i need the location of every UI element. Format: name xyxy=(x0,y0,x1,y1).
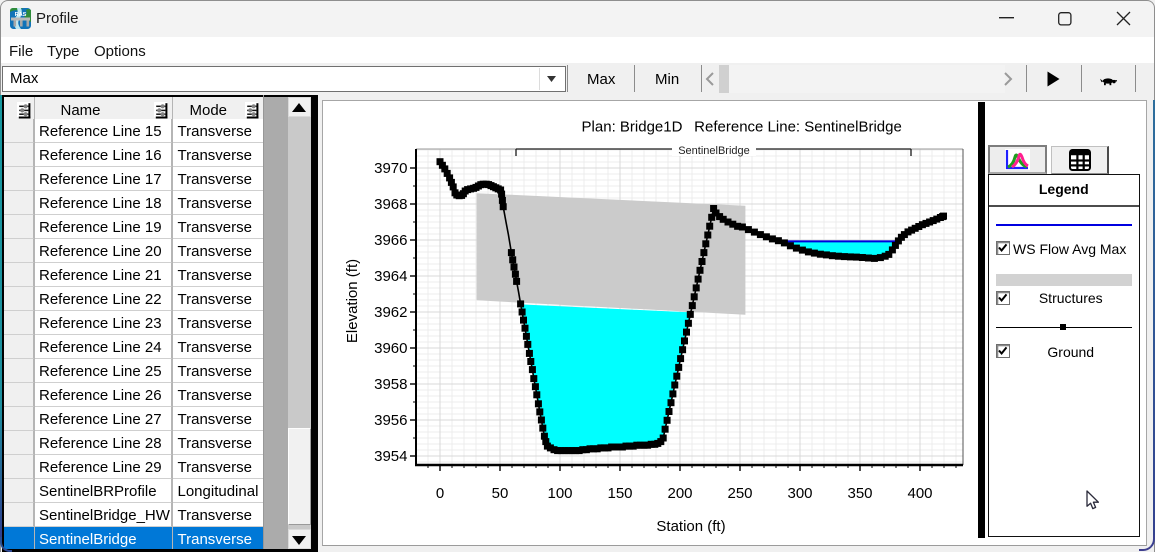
svg-text:3966: 3966 xyxy=(374,232,407,249)
svg-text:3962: 3962 xyxy=(374,304,407,321)
svg-text:100: 100 xyxy=(547,485,572,502)
svg-text:3968: 3968 xyxy=(374,196,407,213)
svg-text:3960: 3960 xyxy=(374,340,407,357)
svg-text:150: 150 xyxy=(607,485,632,502)
svg-text:350: 350 xyxy=(847,485,872,502)
svg-text:200: 200 xyxy=(667,485,692,502)
svg-text:3964: 3964 xyxy=(374,268,407,285)
svg-text:Elevation (ft): Elevation (ft) xyxy=(344,259,361,343)
svg-text:3958: 3958 xyxy=(374,376,407,393)
svg-text:SentinelBridge: SentinelBridge xyxy=(678,145,750,157)
svg-text:50: 50 xyxy=(492,485,509,502)
svg-text:3956: 3956 xyxy=(374,412,407,429)
svg-text:400: 400 xyxy=(907,485,932,502)
svg-text:250: 250 xyxy=(727,485,752,502)
svg-text:3954: 3954 xyxy=(374,448,407,465)
svg-text:0: 0 xyxy=(436,485,444,502)
svg-text:Reference Line: SentinelBridge: Reference Line: SentinelBridge xyxy=(694,119,902,136)
svg-text:RAS: RAS xyxy=(15,12,27,18)
svg-text:3970: 3970 xyxy=(374,160,407,177)
svg-text:Station (ft): Station (ft) xyxy=(656,518,725,535)
svg-text:300: 300 xyxy=(787,485,812,502)
svg-text:Plan: Bridge1D: Plan: Bridge1D xyxy=(582,119,683,136)
